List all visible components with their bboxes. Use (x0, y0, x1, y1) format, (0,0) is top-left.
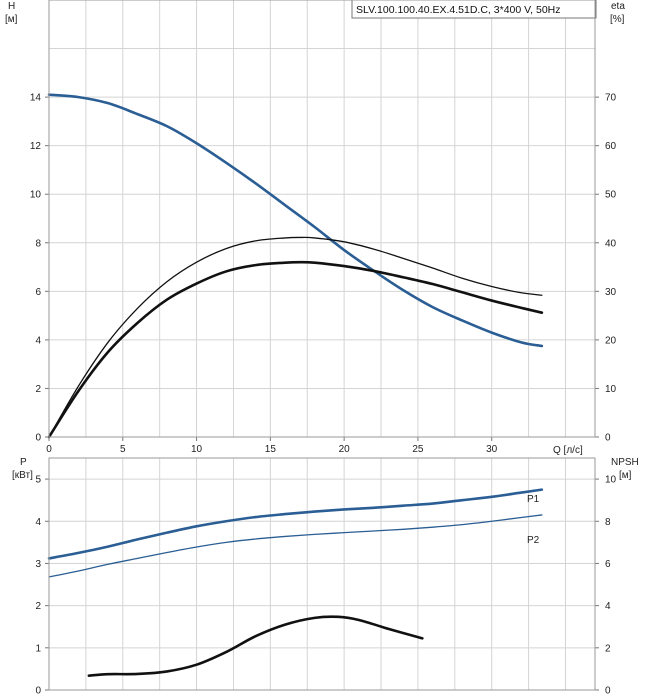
top-x-tick-label: 15 (265, 444, 277, 455)
top-x-tick-label: 25 (412, 444, 424, 455)
top-left-tick-label: 10 (30, 190, 42, 201)
top-x-tick-label: 10 (191, 444, 203, 455)
bottom-tick-labels: 0 1 2 3 4 5 0 2 4 6 8 10 (35, 475, 616, 697)
top-left-tick-label: 14 (30, 93, 42, 104)
top-series-line-2 (47, 260, 544, 439)
eta-axis-name: eta (611, 1, 625, 12)
top-plot-frame (48, 0, 596, 438)
bottom-right-tick-label: 2 (605, 643, 611, 654)
top-grid (49, 0, 595, 437)
p2-series-label: P2 (527, 535, 540, 546)
p2-series-line (48, 514, 543, 578)
h-axis-unit: [м] (5, 14, 18, 25)
top-left-tick-label: 8 (35, 238, 41, 249)
top-left-tick-label: 12 (30, 141, 42, 152)
top-left-tick-label: 2 (35, 384, 41, 395)
bottom-left-tick-label: 2 (35, 601, 41, 612)
bottom-left-tick-label: 0 (35, 686, 41, 697)
top-right-tick-label: 70 (605, 93, 617, 104)
top-right-tick-label: 20 (605, 335, 617, 346)
h-axis-name: H (8, 1, 15, 12)
top-series-line-1 (48, 236, 543, 438)
top-right-tick-label: 60 (605, 141, 617, 152)
q-axis-label: Q [л/с] (553, 445, 583, 456)
top-right-tick-label: 30 (605, 287, 617, 298)
npsh-axis-unit: [м] (619, 470, 632, 481)
top-left-tick-label: 6 (35, 287, 41, 298)
bottom-left-tick-label: 1 (35, 643, 41, 654)
bottom-right-tick-label: 4 (605, 601, 611, 612)
bottom-right-tick-label: 0 (605, 686, 611, 697)
bottom-right-tick-label: 8 (605, 517, 611, 528)
top-x-tick-label: 5 (120, 444, 126, 455)
top-x-tick-label: 30 (486, 444, 498, 455)
top-series-line-0 (47, 93, 544, 348)
bottom-plot-frame (48, 457, 596, 691)
bottom-right-tick-label: 6 (605, 559, 611, 570)
bottom-left-tick-label: 4 (35, 517, 41, 528)
bottom-right-tick-label: 10 (605, 475, 617, 486)
p-axis-unit: [кВт] (12, 470, 33, 481)
top-right-tick-label: 40 (605, 238, 617, 249)
p1-series-label: P1 (527, 494, 540, 505)
top-right-tick-label: 0 (605, 433, 611, 444)
top-right-tick-label: 10 (605, 384, 617, 395)
top-tick-labels: 0 2 4 6 8 10 12 14 0 10 20 30 40 50 60 70 0 5 10 15 20 25 30 (30, 93, 617, 455)
top-series (47, 93, 544, 439)
top-right-tick-label: 50 (605, 190, 617, 201)
p1-series-line (47, 488, 544, 560)
top-left-tick-label: 0 (35, 433, 41, 444)
bottom-series-line-2 (87, 615, 424, 677)
bottom-grid (49, 458, 595, 690)
top-left-tick-label: 4 (35, 335, 41, 346)
bottom-left-tick-label: 5 (35, 475, 41, 486)
chart-title: SLV.100.100.40.EX.4.51D.C, 3*400 V, 50Hz (356, 4, 561, 16)
bottom-left-tick-label: 3 (35, 559, 41, 570)
npsh-axis-name: NPSH (611, 457, 639, 468)
eta-axis-unit: [%] (610, 14, 625, 25)
top-x-tick-label: 0 (46, 444, 52, 455)
top-x-tick-label: 20 (339, 444, 351, 455)
p-axis-name: P (20, 457, 27, 468)
bottom-series (47, 488, 544, 677)
title-box (351, 0, 597, 19)
